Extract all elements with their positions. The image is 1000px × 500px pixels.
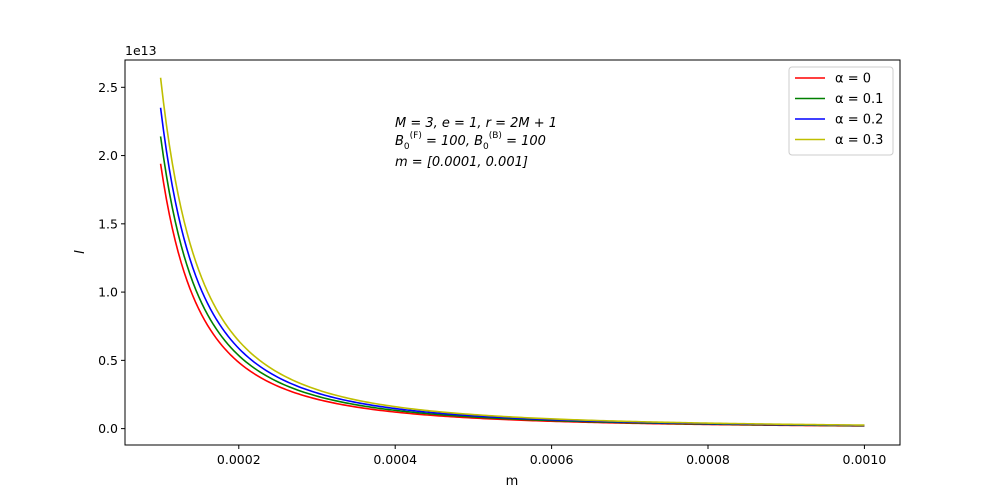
legend-label-0: α = 0 <box>835 72 871 87</box>
x-axis-ticks: 0.0002 0.0004 0.0006 0.0008 0.0010 <box>217 445 886 467</box>
y-offset-text: 1e13 <box>125 43 157 58</box>
x-tick-label: 0.0004 <box>373 452 417 467</box>
y-tick-label: 1.0 <box>98 285 118 300</box>
x-tick-label: 0.0006 <box>530 452 574 467</box>
legend-label-3: α = 0.3 <box>835 133 883 148</box>
y-axis-ticks: 0.0 0.5 1.0 1.5 2.0 2.5 <box>98 80 125 436</box>
series-lines <box>159 77 865 427</box>
y-axis-label: I <box>73 250 88 254</box>
y-tick-label: 1.5 <box>98 216 118 231</box>
x-tick-label: 0.0008 <box>686 452 730 467</box>
plot-frame <box>124 59 901 446</box>
y-tick-label: 0.0 <box>98 421 118 436</box>
annotation-line-3: m = [0.0001, 0.001] <box>395 155 528 170</box>
x-axis-label: m <box>506 474 519 489</box>
legend-box <box>788 66 894 156</box>
y-tick-label: 2.5 <box>98 80 118 95</box>
legend: α = 0 α = 0.1 α = 0.2 α = 0.3 <box>788 66 894 156</box>
legend-label-2: α = 0.2 <box>835 113 883 128</box>
parameter-annotation: M = 3, e = 1, r = 2M + 1 B0(F) = 100, B0… <box>395 116 557 170</box>
annotation-line-1: M = 3, e = 1, r = 2M + 1 <box>395 116 557 131</box>
legend-label-1: α = 0.1 <box>835 92 883 107</box>
x-tick-label: 0.0010 <box>843 452 887 467</box>
annotation-line-2: B0(F) = 100, B0(B) = 100 <box>395 131 546 152</box>
x-tick-label: 0.0002 <box>217 452 261 467</box>
y-tick-label: 0.5 <box>98 353 118 368</box>
series-line-3 <box>159 77 865 426</box>
y-tick-label: 2.0 <box>98 148 118 163</box>
